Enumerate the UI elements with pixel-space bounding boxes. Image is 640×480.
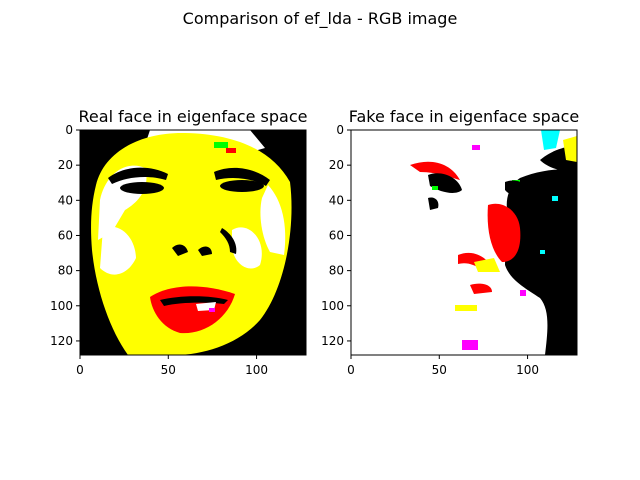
real-magenta-spot — [209, 308, 215, 312]
fake-magenta-spot-2 — [472, 145, 480, 150]
real-brow-left — [108, 167, 168, 184]
fake-magenta-spot-3 — [520, 290, 526, 296]
axes-real: 0 50 100 0 20 40 60 80 100 120 — [50, 123, 268, 377]
fake-red-patch — [487, 203, 521, 262]
real-eye-right — [220, 180, 264, 192]
y-tick-label: 120 — [50, 334, 73, 348]
y-tick-label: 40 — [329, 193, 344, 207]
x-tick-label: 100 — [245, 363, 268, 377]
fake-hair-black — [505, 169, 577, 355]
y-tick-label: 40 — [58, 193, 73, 207]
panel-real-face: Real face in eigenface space — [50, 107, 307, 377]
real-lips-mouth — [160, 296, 228, 306]
axes-fake: 0 50 100 0 20 40 60 80 100 120 — [321, 123, 539, 377]
panel-fake-face: Fake face in eigenface space — [321, 107, 579, 377]
y-tick-label: 20 — [58, 158, 73, 172]
panel-title-fake: Fake face in eigenface space — [349, 107, 580, 126]
x-tick-label: 0 — [76, 363, 84, 377]
y-tick-label: 80 — [58, 264, 73, 278]
real-cheek-line — [220, 228, 237, 254]
fake-green-spot — [432, 186, 438, 190]
fake-yellow-mouth — [455, 305, 477, 311]
image-real-frame — [79, 129, 307, 356]
y-tick-label: 0 — [336, 123, 344, 137]
fake-yellow-nose — [474, 258, 500, 272]
fake-cyan-spot-2 — [540, 250, 545, 254]
real-cheek-white — [100, 226, 136, 275]
real-green-spot — [214, 142, 228, 148]
y-tick-label: 60 — [58, 228, 73, 242]
real-cheek-white-2 — [232, 227, 262, 269]
panel-title-real: Real face in eigenface space — [79, 107, 308, 126]
y-tick-label: 80 — [329, 264, 344, 278]
image-fake-face — [350, 129, 578, 356]
y-tick-label: 120 — [321, 334, 344, 348]
figure-suptitle: Comparison of ef_lda - RGB image — [183, 9, 458, 29]
fake-cyan-patch — [541, 130, 560, 150]
fake-magenta-spot — [462, 340, 478, 350]
fake-eye-lower — [428, 197, 439, 210]
x-tick-label: 0 — [347, 363, 355, 377]
y-tick-label: 20 — [329, 158, 344, 172]
real-nose — [172, 244, 212, 256]
fake-yellow-patch — [563, 136, 577, 162]
image-fake-frame — [350, 129, 578, 356]
x-tick-label: 100 — [516, 363, 539, 377]
y-tick-label: 100 — [321, 299, 344, 313]
x-tick-label: 50 — [161, 363, 176, 377]
y-tick-label: 0 — [65, 123, 73, 137]
real-face-white-right — [260, 185, 286, 255]
fake-right-eye — [505, 180, 532, 197]
real-eye-left — [120, 182, 164, 194]
image-real-face — [79, 129, 307, 356]
y-tick-label: 100 — [50, 299, 73, 313]
y-tick-label: 60 — [329, 228, 344, 242]
x-tick-label: 50 — [432, 363, 447, 377]
fake-cyan-spot — [552, 196, 558, 201]
fake-lips — [470, 283, 492, 294]
real-red-spot — [226, 148, 236, 153]
